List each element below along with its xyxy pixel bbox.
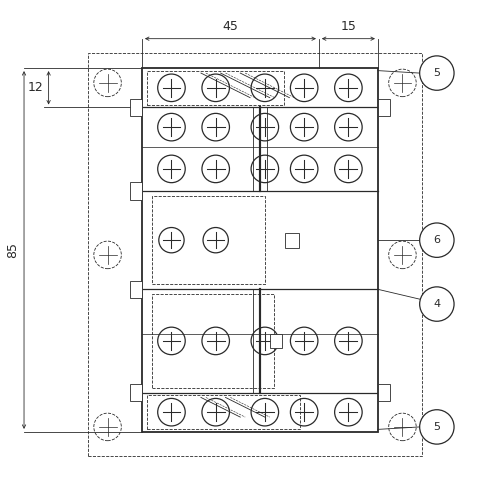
Circle shape	[420, 223, 454, 258]
Text: 45: 45	[222, 20, 238, 33]
Bar	[284, 233, 299, 248]
Bar	[152, 294, 274, 388]
Bar	[130, 182, 142, 200]
Bar	[88, 54, 422, 456]
Bar	[130, 384, 142, 401]
Bar	[142, 68, 378, 432]
Text: 85: 85	[6, 242, 19, 258]
Circle shape	[420, 410, 454, 444]
Circle shape	[420, 287, 454, 322]
Bar	[130, 99, 142, 116]
Bar	[270, 334, 282, 348]
Text: 4: 4	[434, 299, 440, 309]
Text: 12: 12	[28, 82, 44, 94]
Text: 15: 15	[340, 20, 356, 33]
Bar	[152, 196, 265, 284]
Bar	[130, 280, 142, 298]
Text: 5: 5	[434, 422, 440, 432]
Circle shape	[420, 56, 454, 90]
Text: 6: 6	[434, 235, 440, 245]
Bar	[378, 384, 390, 401]
Bar	[147, 395, 300, 430]
Bar	[147, 70, 284, 105]
Text: 5: 5	[434, 68, 440, 78]
Bar	[378, 99, 390, 116]
